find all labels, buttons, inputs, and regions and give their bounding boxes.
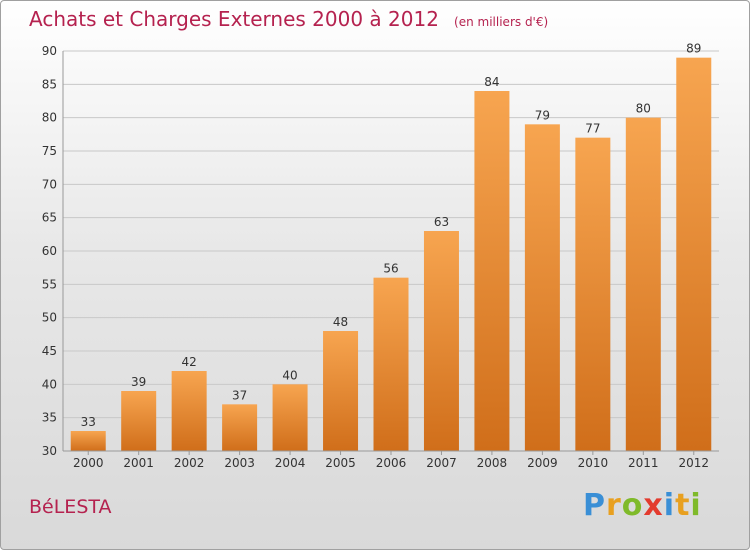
bar-value-label: 77 (585, 122, 600, 136)
bar (373, 277, 409, 451)
bar-value-label: 40 (282, 368, 297, 382)
y-tick-label: 90 (42, 44, 57, 58)
y-tick-label: 45 (42, 344, 57, 358)
bar-value-label: 33 (81, 415, 96, 429)
bar (423, 231, 459, 451)
bar-value-label: 37 (232, 388, 247, 402)
bars: 33 39 42 37 40 48 56 63 84 79 77 80 89 (70, 42, 712, 452)
y-tick-label: 65 (42, 211, 57, 225)
bar-value-label: 39 (131, 375, 146, 389)
y-tick-label: 40 (42, 377, 57, 391)
commune-name: BéLESTA (29, 496, 112, 518)
x-tick-label: 2010 (578, 456, 609, 470)
logo-letter: i (690, 488, 702, 523)
x-tick-label: 2008 (477, 456, 508, 470)
x-tick-label: 2006 (376, 456, 407, 470)
y-tick-label: 70 (42, 177, 57, 191)
title-row: Achats et Charges Externes 2000 à 2012 (… (29, 7, 548, 31)
bar-value-label: 80 (636, 102, 651, 116)
bar-value-label: 89 (686, 42, 701, 56)
x-tick-label: 2003 (224, 456, 255, 470)
x-tick-label: 2004 (275, 456, 306, 470)
chart-subtitle: (en milliers d'€) (454, 15, 549, 29)
y-tick-label: 85 (42, 77, 57, 91)
y-tick-label: 30 (42, 444, 57, 458)
x-tick-label: 2001 (123, 456, 154, 470)
bar-value-label: 56 (383, 262, 398, 276)
y-tick-label: 75 (42, 144, 57, 158)
axes: 30 35 40 45 50 55 60 65 70 75 80 85 90 2000 2001 2002 20… (42, 44, 719, 470)
bar (575, 137, 611, 451)
y-tick-label: 80 (42, 111, 57, 125)
bar (272, 384, 308, 451)
bar (524, 124, 560, 451)
x-tick-label: 2012 (678, 456, 709, 470)
y-tick-label: 50 (42, 311, 57, 325)
bar-value-label: 63 (434, 215, 449, 229)
x-tick-label: 2005 (325, 456, 356, 470)
x-tick-label: 2011 (628, 456, 659, 470)
logo-letter: o (621, 488, 644, 523)
bar-value-label: 84 (484, 75, 499, 89)
bar-value-label: 79 (535, 108, 550, 122)
x-tick-label: 2002 (174, 456, 205, 470)
bar (625, 117, 661, 452)
x-tick-label: 2000 (73, 456, 104, 470)
bar-value-label: 42 (182, 355, 197, 369)
logo-letter: x (643, 488, 664, 523)
logo-letter: r (606, 488, 622, 523)
bar (171, 371, 207, 451)
x-tick-label: 2009 (527, 456, 558, 470)
bar-value-label: 48 (333, 315, 348, 329)
bar (676, 57, 712, 452)
y-tick-label: 35 (42, 411, 57, 425)
y-tick-label: 55 (42, 277, 57, 291)
proxiti-logo[interactable]: Proxiti (583, 488, 702, 523)
x-tick-label: 2007 (426, 456, 457, 470)
logo-letter: t (675, 488, 691, 523)
bar (323, 331, 359, 451)
bar (121, 391, 157, 451)
chart-title: Achats et Charges Externes 2000 à 2012 (29, 7, 439, 31)
y-tick-label: 60 (42, 244, 57, 258)
bar (70, 431, 106, 451)
bar (474, 91, 510, 451)
logo-letter: P (583, 488, 606, 523)
logo-letter: i (663, 488, 676, 523)
bar (222, 404, 258, 451)
